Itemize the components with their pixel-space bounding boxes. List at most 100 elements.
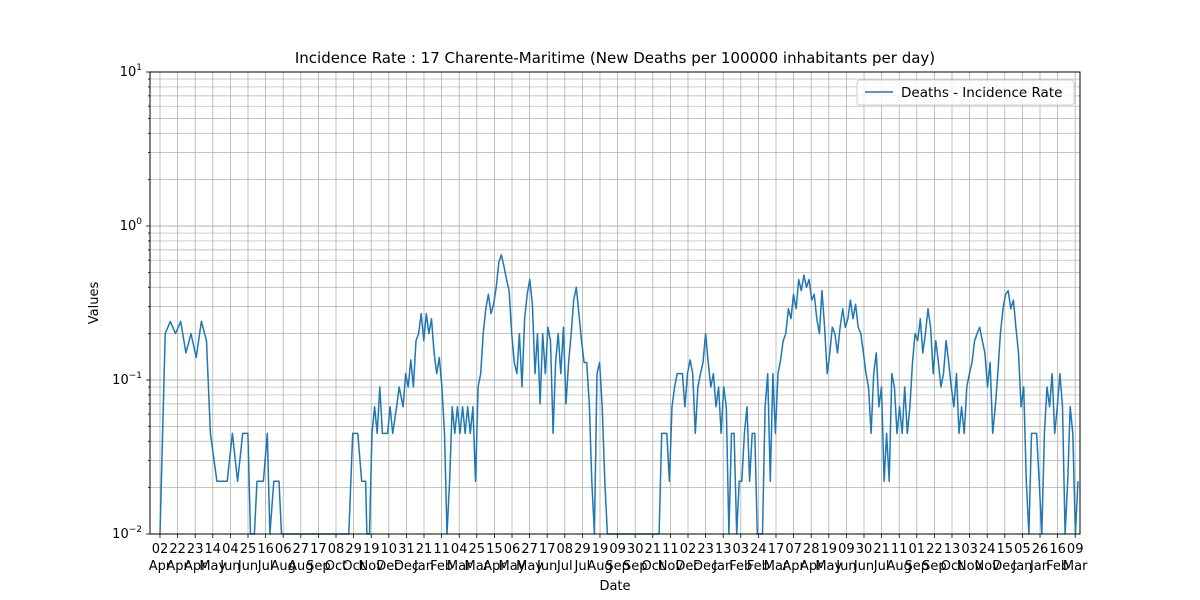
- x-tick-month: Mar: [465, 559, 490, 574]
- x-tick-month: Apr: [800, 559, 823, 574]
- x-tick-day: 24: [979, 542, 996, 557]
- x-tick-day: 01: [909, 542, 926, 557]
- x-tick-day: 22: [169, 542, 186, 557]
- x-tick-month: Sep: [605, 559, 630, 574]
- x-tick-day: 08: [328, 542, 345, 557]
- x-tick-day: 02: [680, 542, 697, 557]
- x-tick-month: Jun: [835, 559, 856, 574]
- x-tick-month: Apr: [166, 559, 189, 574]
- x-tick-month: Jun: [536, 559, 557, 574]
- grid-lines: [150, 71, 1080, 535]
- x-tick-day: 04: [222, 542, 239, 557]
- x-tick-month: Dec: [376, 559, 401, 574]
- x-tick-day: 16: [257, 542, 274, 557]
- x-tick-month: Jun: [237, 559, 258, 574]
- x-tick-month: Dec: [693, 559, 718, 574]
- x-tick-month: Sep: [922, 559, 947, 574]
- x-tick-day: 10: [381, 542, 398, 557]
- x-tick-day: 13: [944, 542, 961, 557]
- y-axis-label: Values: [87, 282, 102, 325]
- series-line: [159, 254, 1079, 535]
- x-tick-day: 23: [697, 542, 714, 557]
- x-tick-month: Nov: [359, 559, 385, 574]
- x-tick-month: Jan: [712, 559, 733, 574]
- x-tick-day: 03: [733, 542, 750, 557]
- x-tick-day: 09: [1067, 542, 1084, 557]
- x-tick-day: 06: [275, 542, 292, 557]
- x-tick-month: May: [199, 559, 226, 574]
- x-tick-month: Sep: [905, 559, 930, 574]
- x-tick-day: 16: [1049, 542, 1066, 557]
- x-tick-day: 15: [997, 542, 1014, 557]
- x-tick-day: 02: [152, 542, 169, 557]
- y-tick-label: 100: [120, 217, 143, 234]
- x-tick-month: Jul: [556, 559, 573, 574]
- x-tick-month: Apr: [149, 559, 172, 574]
- x-tick-day: 30: [627, 542, 644, 557]
- x-tick-day: 29: [574, 542, 591, 557]
- x-tick-month: Mar: [764, 559, 789, 574]
- x-tick-month: Apr: [483, 559, 506, 574]
- x-tick-day: 29: [345, 542, 362, 557]
- x-tick-day: 09: [609, 542, 626, 557]
- chart-title: Incidence Rate : 17 Charente-Maritime (N…: [295, 49, 935, 67]
- x-tick-day: 22: [926, 542, 943, 557]
- x-tick-month: May: [516, 559, 543, 574]
- x-axis-label: Date: [599, 579, 630, 594]
- x-tick-month: Oct: [342, 559, 364, 574]
- x-tick-day: 15: [486, 542, 503, 557]
- x-tick-month: Nov: [658, 559, 684, 574]
- x-tick-month: Jul: [257, 559, 274, 574]
- x-tick-day: 17: [539, 542, 556, 557]
- x-tick-day: 11: [433, 542, 450, 557]
- x-tick-day: 11: [662, 542, 679, 557]
- x-tick-day: 25: [469, 542, 486, 557]
- x-tick-day: 23: [187, 542, 204, 557]
- x-tick-month: Aug: [288, 559, 313, 574]
- x-tick-month: Jun: [219, 559, 240, 574]
- x-tick-month: Aug: [887, 559, 912, 574]
- x-tick-month: Nov: [957, 559, 983, 574]
- x-tick-day: 24: [750, 542, 767, 557]
- x-tick-month: Mar: [447, 559, 472, 574]
- x-tick-month: May: [815, 559, 842, 574]
- x-tick-day: 09: [838, 542, 855, 557]
- x-tick-month: Sep: [306, 559, 331, 574]
- x-tick-month: Sep: [623, 559, 648, 574]
- x-tick-month: Apr: [782, 559, 805, 574]
- x-tick-day: 17: [768, 542, 785, 557]
- x-tick-month: Apr: [184, 559, 207, 574]
- legend-label: Deaths - Incidence Rate: [901, 85, 1062, 101]
- x-tick-month: Feb: [1046, 559, 1069, 574]
- x-tick-day: 11: [891, 542, 908, 557]
- x-tick-month: Jun: [853, 559, 874, 574]
- x-tick-day: 21: [645, 542, 662, 557]
- x-tick-month: Mar: [1063, 559, 1088, 574]
- x-tick-month: Nov: [975, 559, 1001, 574]
- axes-frame: [149, 71, 1081, 535]
- x-tick-month: May: [499, 559, 526, 574]
- x-tick-day: 17: [310, 542, 327, 557]
- x-tick-month: Jan: [1029, 559, 1050, 574]
- x-tick-day: 21: [873, 542, 890, 557]
- x-tick-month: Jul: [873, 559, 890, 574]
- y-tick-label: 10−2: [112, 525, 142, 542]
- x-tick-month: Aug: [271, 559, 296, 574]
- x-tick-month: Jan: [1011, 559, 1032, 574]
- x-tick-month: Oct: [642, 559, 664, 574]
- x-tick-day: 21: [416, 542, 433, 557]
- x-tick-month: Dec: [675, 559, 700, 574]
- x-tick-day: 08: [557, 542, 574, 557]
- x-tick-month: Jan: [413, 559, 434, 574]
- legend-box: [856, 79, 1075, 106]
- x-tick-day: 03: [961, 542, 978, 557]
- x-tick-day: 25: [240, 542, 257, 557]
- x-tick-day: 28: [803, 542, 820, 557]
- x-tick-month: Dec: [992, 559, 1017, 574]
- x-tick-month: Aug: [587, 559, 612, 574]
- x-tick-day: 06: [504, 542, 521, 557]
- x-tick-day: 19: [592, 542, 609, 557]
- x-tick-day: 13: [715, 542, 732, 557]
- x-tick-day: 05: [1014, 542, 1031, 557]
